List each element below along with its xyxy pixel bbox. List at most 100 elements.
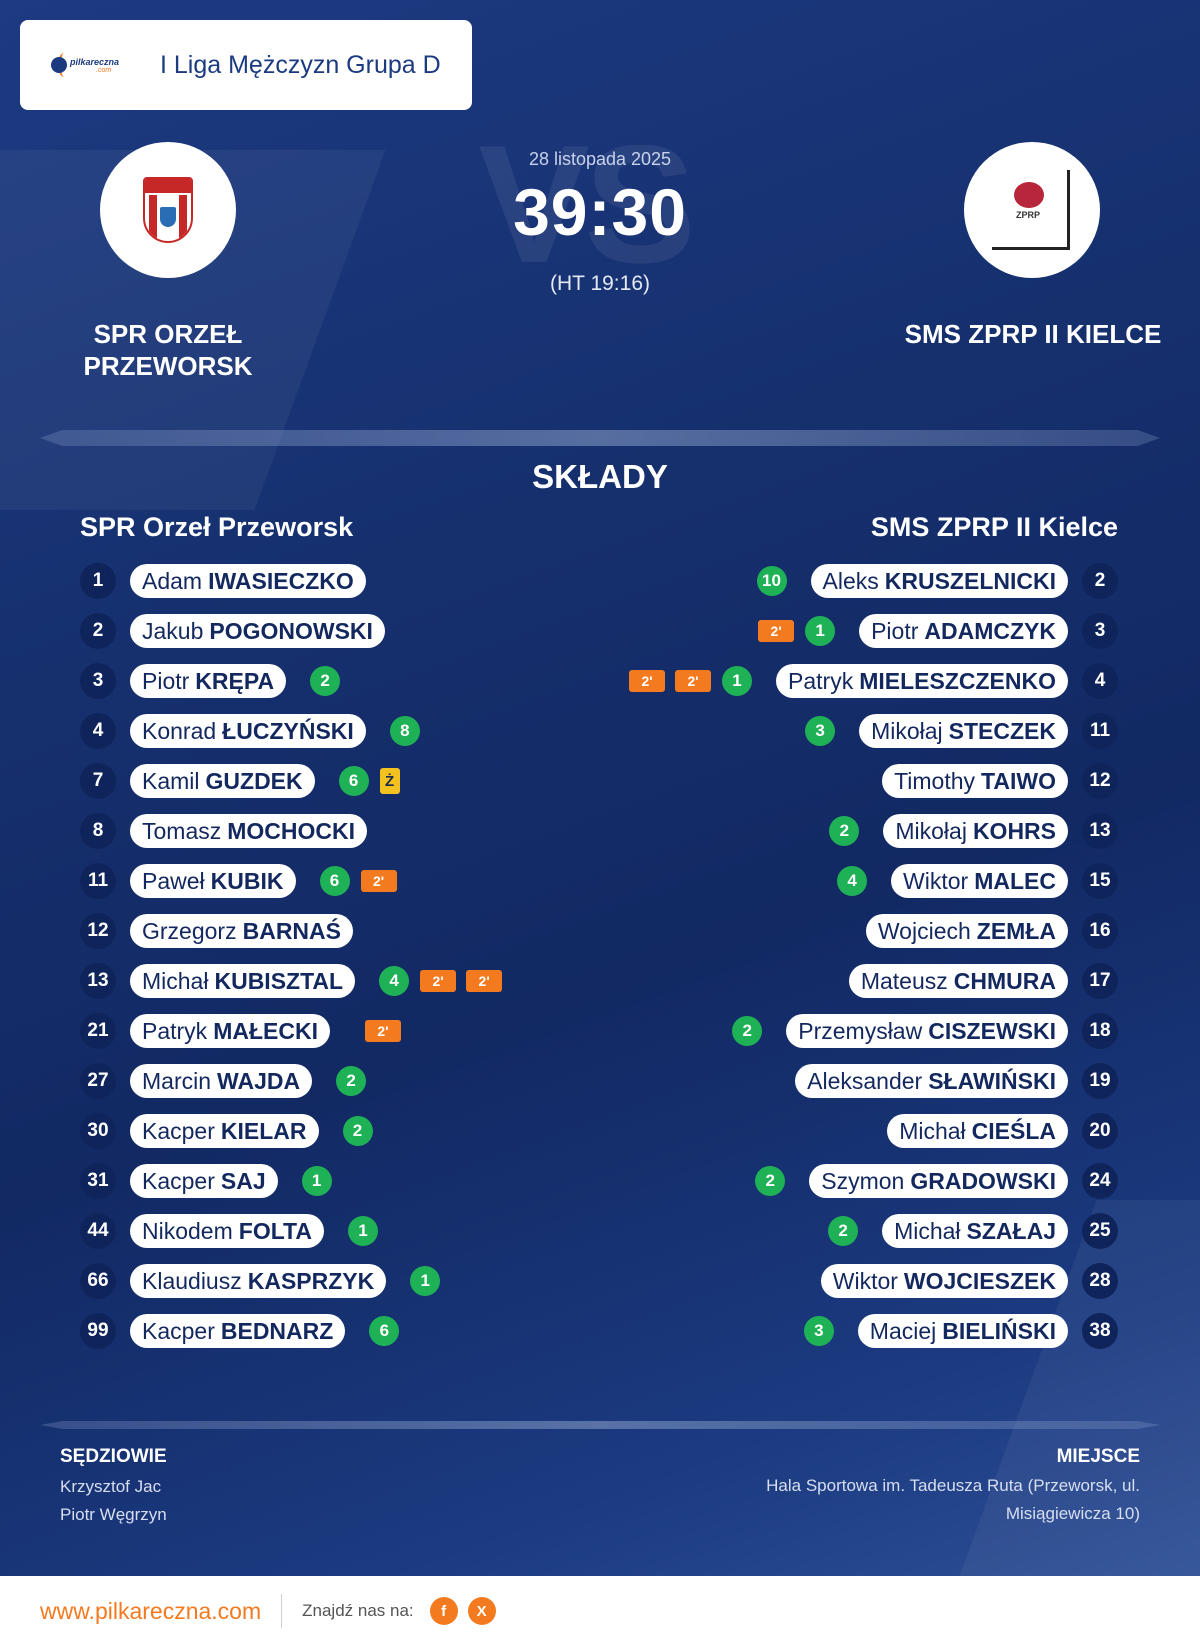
player-name[interactable]: Grzegorz BARNAŚ: [130, 914, 353, 948]
player-name[interactable]: Mateusz CHMURA: [848, 964, 1068, 998]
player-name[interactable]: Wiktor MALEC: [891, 864, 1068, 898]
shirt-number: 16: [1082, 913, 1118, 949]
venue-label: MIEJSCE: [1056, 1446, 1140, 1467]
shirt-number: 19: [1082, 1063, 1118, 1099]
player-last-name: KRĘPA: [195, 667, 275, 694]
player-first-name: Kamil: [142, 767, 200, 794]
player-name[interactable]: Klaudiusz KASPRZYK: [130, 1264, 387, 1298]
player-name[interactable]: Konrad ŁUCZYŃSKI: [130, 714, 366, 748]
shirt-number: 99: [80, 1313, 116, 1349]
player-last-name: BEDNARZ: [220, 1317, 334, 1344]
player-name[interactable]: Michał SZAŁAJ: [882, 1214, 1068, 1248]
home-team-name-line2: PRZEWORSK: [83, 351, 253, 381]
player-name[interactable]: Kacper KIELAR: [130, 1114, 319, 1148]
player-first-name: Paweł: [142, 867, 205, 894]
goals-badge: 1: [348, 1216, 378, 1246]
logo-subtext: .com: [96, 67, 112, 74]
player-name[interactable]: Kacper BEDNARZ: [130, 1314, 346, 1348]
player-row: 25 Michał SZAŁAJ 2: [624, 1206, 1118, 1256]
player-name[interactable]: Szymon GRADOWSKI: [809, 1164, 1068, 1198]
player-name[interactable]: Przemysław CISZEWSKI: [786, 1014, 1068, 1048]
goals-badge: 3: [805, 716, 836, 746]
player-row: 3 Piotr KRĘPA 2: [80, 656, 507, 706]
suspension-badge: 2': [758, 620, 795, 642]
player-row: 13 Michał KUBISZTAL 4 2' 2': [80, 956, 507, 1006]
player-name[interactable]: Piotr KRĘPA: [130, 664, 287, 698]
player-first-name: Aleksander: [807, 1067, 923, 1094]
player-first-name: Mateusz: [860, 967, 948, 994]
player-last-name: ŁUCZYŃSKI: [222, 717, 354, 744]
shirt-number: 15: [1082, 863, 1118, 899]
player-name[interactable]: Adam IWASIECZKO: [130, 564, 366, 598]
player-first-name: Michał: [142, 967, 209, 994]
away-team-crest[interactable]: ZPRP: [964, 142, 1100, 278]
player-last-name: STECZEK: [948, 717, 1056, 744]
player-name[interactable]: Patryk MAŁECKI: [130, 1014, 330, 1048]
player-last-name: POGONOWSKI: [209, 617, 373, 644]
shirt-number: 44: [80, 1213, 116, 1249]
player-first-name: Patryk: [142, 1017, 208, 1044]
player-name[interactable]: Piotr ADAMCZYK: [859, 614, 1068, 648]
player-last-name: CISZEWSKI: [928, 1017, 1056, 1044]
player-name[interactable]: Mikołaj STECZEK: [859, 714, 1068, 748]
player-name[interactable]: Kacper SAJ: [130, 1164, 278, 1198]
player-name[interactable]: Maciej BIELIŃSKI: [857, 1314, 1068, 1348]
player-name[interactable]: Wojciech ZEMŁA: [865, 914, 1068, 948]
goals-badge: 8: [389, 716, 420, 746]
goals-badge: 6: [369, 1316, 400, 1346]
shirt-number: 24: [1082, 1163, 1118, 1199]
player-row: 99 Kacper BEDNARZ 6: [80, 1306, 507, 1356]
player-first-name: Wiktor: [903, 867, 969, 894]
ball-icon: [51, 57, 67, 73]
shirt-number: 4: [80, 713, 116, 749]
league-header: pilkareczna .com I Liga Mężczyzn Grupa D: [20, 20, 472, 110]
player-row: 13 Mikołaj KOHRS 2: [624, 806, 1118, 856]
player-last-name: MALEC: [974, 867, 1056, 894]
player-row: 44 Nikodem FOLTA 1: [80, 1206, 507, 1256]
player-last-name: KIELAR: [220, 1117, 307, 1144]
player-first-name: Marcin: [142, 1067, 212, 1094]
goals-badge: 2: [829, 816, 860, 846]
divider: [40, 430, 1160, 446]
league-title: I Liga Mężczyzn Grupa D: [160, 50, 441, 79]
player-name[interactable]: Paweł KUBIK: [130, 864, 296, 898]
player-row: 12 Timothy TAIWO: [624, 756, 1118, 806]
referee-name: Krzysztof Jac: [60, 1477, 162, 1496]
player-first-name: Kacper: [142, 1167, 215, 1194]
x-icon[interactable]: X: [467, 1597, 496, 1625]
player-first-name: Timothy: [894, 767, 976, 794]
halftime-score: (HT 19:16): [550, 272, 650, 295]
shirt-number: 18: [1082, 1013, 1118, 1049]
player-name[interactable]: Nikodem FOLTA: [130, 1214, 324, 1248]
player-name[interactable]: Aleks KRUSZELNICKI: [810, 564, 1068, 598]
pilkareczna-logo[interactable]: pilkareczna .com: [48, 45, 138, 85]
shirt-number: 3: [1082, 613, 1118, 649]
footer-divider: [281, 1594, 283, 1628]
shirt-number: 20: [1082, 1113, 1118, 1149]
player-first-name: Adam: [142, 567, 203, 594]
shirt-number: 38: [1082, 1313, 1118, 1349]
player-name[interactable]: Kamil GUZDEK: [130, 764, 315, 798]
goals-badge: 4: [379, 966, 410, 996]
facebook-icon[interactable]: f: [429, 1597, 458, 1625]
player-row: 2 Jakub POGONOWSKI: [80, 606, 507, 656]
player-name[interactable]: Marcin WAJDA: [130, 1064, 313, 1098]
goals-badge: 4: [837, 866, 868, 896]
player-row: 11 Mikołaj STECZEK 3: [624, 706, 1118, 756]
player-name[interactable]: Mikołaj KOHRS: [883, 814, 1068, 848]
player-name[interactable]: Tomasz MOCHOCKI: [130, 814, 368, 848]
site-link[interactable]: www.pilkareczna.com: [40, 1597, 262, 1624]
home-team-crest[interactable]: [100, 142, 236, 278]
player-name[interactable]: Aleksander SŁAWIŃSKI: [795, 1064, 1068, 1098]
player-row: 20 Michał CIEŚLA: [624, 1106, 1118, 1156]
player-first-name: Mikołaj: [871, 717, 943, 744]
player-last-name: MAŁECKI: [213, 1017, 318, 1044]
player-name[interactable]: Jakub POGONOWSKI: [130, 614, 385, 648]
player-name[interactable]: Michał CIEŚLA: [887, 1114, 1068, 1148]
player-name[interactable]: Timothy TAIWO: [882, 764, 1068, 798]
player-name[interactable]: Michał KUBISZTAL: [130, 964, 356, 998]
player-name[interactable]: Wiktor WOJCIESZEK: [820, 1264, 1068, 1298]
player-first-name: Wojciech: [877, 917, 971, 944]
shirt-number: 2: [80, 613, 116, 649]
player-name[interactable]: Patryk MIELESZCZENKO: [776, 664, 1068, 698]
